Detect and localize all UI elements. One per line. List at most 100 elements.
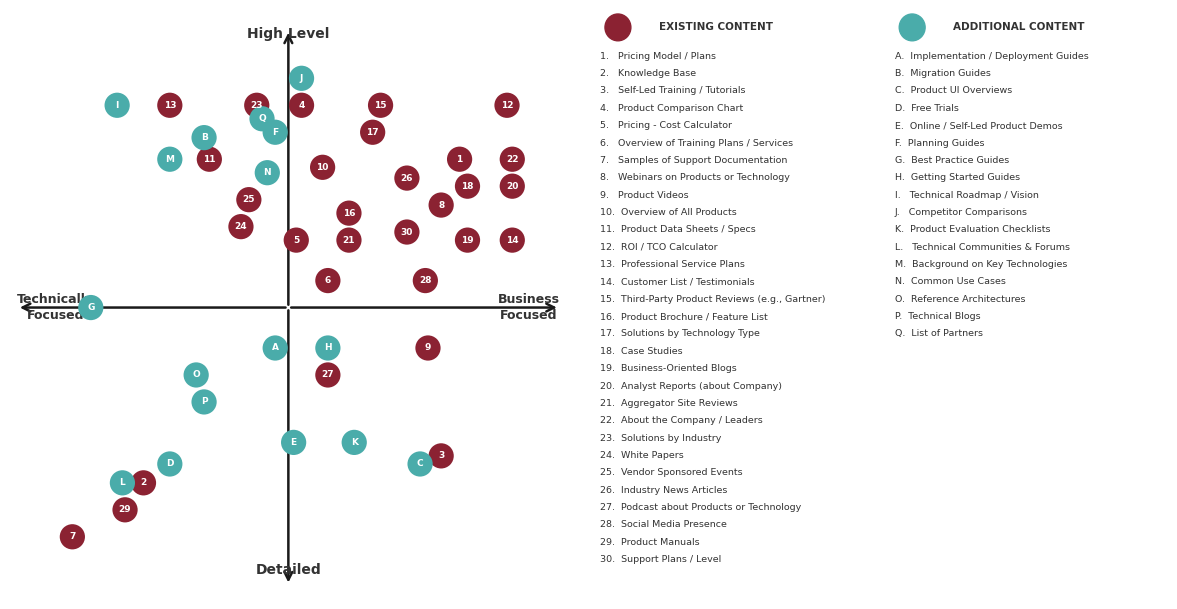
Text: D: D xyxy=(166,459,173,468)
Text: 24.  White Papers: 24. White Papers xyxy=(600,451,684,460)
Text: 3: 3 xyxy=(438,451,444,460)
Point xyxy=(503,235,521,245)
Text: 29: 29 xyxy=(119,505,132,515)
Text: 26: 26 xyxy=(400,174,413,183)
Text: 26.  Industry News Articles: 26. Industry News Articles xyxy=(600,486,727,495)
Text: Q: Q xyxy=(258,114,266,123)
Circle shape xyxy=(899,14,925,41)
Text: N.  Common Use Cases: N. Common Use Cases xyxy=(895,278,1005,286)
Point xyxy=(371,100,390,110)
Text: M.  Background on Key Technologies: M. Background on Key Technologies xyxy=(895,260,1066,269)
Point xyxy=(458,235,477,245)
Text: 27.  Podcast about Products or Technology: 27. Podcast about Products or Technology xyxy=(600,503,802,512)
Text: EXISTING CONTENT: EXISTING CONTENT xyxy=(659,23,773,32)
Text: 4: 4 xyxy=(298,100,305,110)
Point xyxy=(450,154,468,164)
Point xyxy=(62,532,81,541)
Point xyxy=(339,235,358,245)
Point xyxy=(503,181,521,191)
Text: L: L xyxy=(120,478,125,487)
Text: 2.   Knowledge Base: 2. Knowledge Base xyxy=(600,69,697,78)
Text: 25: 25 xyxy=(242,195,255,204)
Point xyxy=(258,168,277,178)
Point xyxy=(498,100,517,110)
Text: C.  Product UI Overviews: C. Product UI Overviews xyxy=(895,86,1012,96)
Text: 15: 15 xyxy=(374,100,387,110)
Text: I.   Technical Roadmap / Vision: I. Technical Roadmap / Vision xyxy=(895,191,1038,200)
Point xyxy=(398,227,417,237)
Text: 25.  Vendor Sponsored Events: 25. Vendor Sponsored Events xyxy=(600,468,743,477)
Text: 30.  Support Plans / Level: 30. Support Plans / Level xyxy=(600,555,722,564)
Point xyxy=(113,478,132,488)
Text: 6: 6 xyxy=(325,276,331,285)
Point xyxy=(200,154,219,164)
Text: 9.   Product Videos: 9. Product Videos xyxy=(600,191,689,200)
Point xyxy=(287,235,306,245)
Text: H.  Getting Started Guides: H. Getting Started Guides xyxy=(895,173,1019,182)
Point xyxy=(458,181,477,191)
Point xyxy=(160,100,179,110)
Text: 1: 1 xyxy=(457,155,463,164)
Text: ADDITIONAL CONTENT: ADDITIONAL CONTENT xyxy=(953,23,1085,32)
Text: A.  Implementation / Deployment Guides: A. Implementation / Deployment Guides xyxy=(895,52,1089,61)
Text: D.  Free Trials: D. Free Trials xyxy=(895,104,958,113)
Text: 3.   Self-Led Training / Tutorials: 3. Self-Led Training / Tutorials xyxy=(600,86,746,96)
Text: 12: 12 xyxy=(500,100,513,110)
Text: F: F xyxy=(272,128,278,137)
Point xyxy=(319,276,338,286)
Point xyxy=(239,195,258,205)
Text: 22: 22 xyxy=(506,155,519,164)
Text: 11: 11 xyxy=(204,155,215,164)
Text: F.  Planning Guides: F. Planning Guides xyxy=(895,139,984,147)
Point xyxy=(319,343,338,353)
Point xyxy=(503,154,521,164)
Point xyxy=(194,133,213,143)
Text: 2: 2 xyxy=(140,478,147,487)
Text: 10: 10 xyxy=(317,163,328,172)
Text: J: J xyxy=(300,74,304,83)
Point xyxy=(345,437,364,447)
Point xyxy=(313,163,332,172)
Text: 19: 19 xyxy=(461,236,474,245)
Point xyxy=(319,370,338,380)
Text: 18.  Case Studies: 18. Case Studies xyxy=(600,347,683,356)
Text: B.  Migration Guides: B. Migration Guides xyxy=(895,69,990,78)
Text: G: G xyxy=(87,303,94,312)
Text: 13: 13 xyxy=(164,100,177,110)
Text: O.  Reference Architectures: O. Reference Architectures xyxy=(895,295,1025,304)
Point xyxy=(253,114,272,124)
Point xyxy=(419,343,438,353)
Text: P.  Technical Blogs: P. Technical Blogs xyxy=(895,312,980,321)
Text: K.  Product Evaluation Checklists: K. Product Evaluation Checklists xyxy=(895,225,1050,234)
Point xyxy=(398,173,417,183)
Point xyxy=(266,343,285,353)
Text: 11.  Product Data Sheets / Specs: 11. Product Data Sheets / Specs xyxy=(600,225,756,234)
Text: Detailed: Detailed xyxy=(255,563,321,577)
Point xyxy=(160,154,179,164)
Text: M: M xyxy=(165,155,174,164)
Circle shape xyxy=(605,14,631,41)
Text: 28.  Social Media Presence: 28. Social Media Presence xyxy=(600,520,727,529)
Text: 21.  Aggregator Site Reviews: 21. Aggregator Site Reviews xyxy=(600,399,738,408)
Point xyxy=(232,222,251,231)
Point xyxy=(292,74,311,83)
Point xyxy=(415,276,434,286)
Point xyxy=(284,437,302,447)
Point xyxy=(81,303,100,312)
Text: 8.   Webinars on Products or Technology: 8. Webinars on Products or Technology xyxy=(600,173,790,182)
Text: J.   Competitor Comparisons: J. Competitor Comparisons xyxy=(895,208,1028,217)
Text: 14: 14 xyxy=(506,236,519,245)
Point xyxy=(160,459,179,469)
Text: 21: 21 xyxy=(343,236,355,245)
Point xyxy=(187,370,206,380)
Text: E: E xyxy=(291,438,297,447)
Text: 1.   Pricing Model / Plans: 1. Pricing Model / Plans xyxy=(600,52,717,61)
Text: 15.  Third-Party Product Reviews (e.g., Gartner): 15. Third-Party Product Reviews (e.g., G… xyxy=(600,295,826,304)
Text: 5: 5 xyxy=(293,236,299,245)
Text: High Level: High Level xyxy=(247,27,330,41)
Text: 7: 7 xyxy=(69,532,75,541)
Text: N: N xyxy=(264,168,271,177)
Text: 14.  Customer List / Testimonials: 14. Customer List / Testimonials xyxy=(600,278,754,286)
Point xyxy=(134,478,153,488)
Point xyxy=(292,100,311,110)
